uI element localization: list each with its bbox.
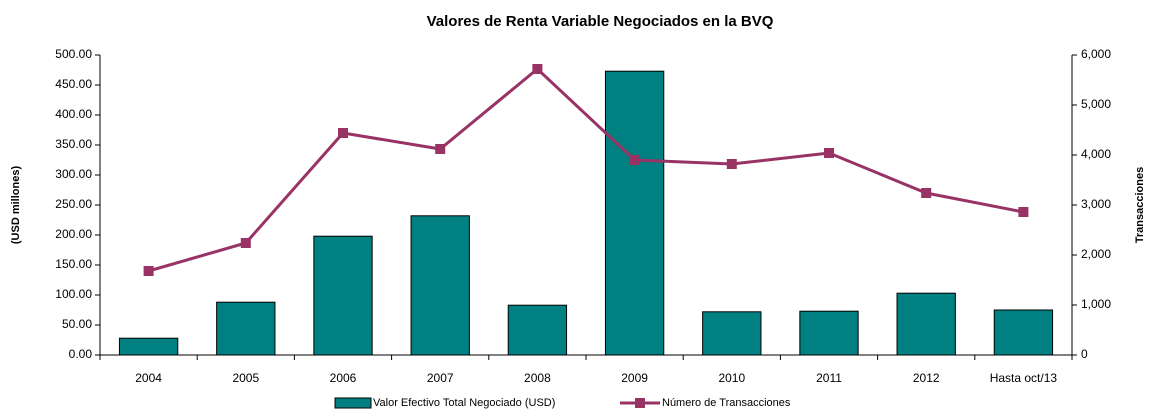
y-tick-label: 50.00 xyxy=(62,317,92,331)
bar xyxy=(604,70,665,356)
marker xyxy=(1018,207,1029,217)
marker xyxy=(435,144,446,154)
y-tick-label: 400.00 xyxy=(55,107,92,121)
y-tick-label: 500.00 xyxy=(55,47,92,61)
x-tick-label: 2012 xyxy=(913,371,940,385)
x-tick-label: 2010 xyxy=(718,371,745,385)
y2-tick-label: 2,000 xyxy=(1081,247,1111,261)
bar xyxy=(993,309,1054,356)
y2-tick-label: 4,000 xyxy=(1081,147,1111,161)
marker xyxy=(532,64,543,74)
x-tick-label: 2011 xyxy=(816,371,842,385)
marker xyxy=(240,238,251,248)
x-tick-label: 2007 xyxy=(427,371,454,385)
bar xyxy=(507,304,568,356)
y-tick-label: 100.00 xyxy=(55,287,92,301)
bar xyxy=(410,215,470,356)
marker xyxy=(143,266,154,276)
y2-tick-label: 3,000 xyxy=(1081,197,1111,211)
bar xyxy=(313,235,373,356)
chart-title: Valores de Renta Variable Negociados en … xyxy=(427,13,774,30)
y-tick-label: 200.00 xyxy=(55,227,92,241)
x-tick-label: 2005 xyxy=(232,371,259,385)
bar xyxy=(799,310,859,356)
bar xyxy=(118,337,179,356)
legend-label: Valor Efectivo Total Negociado (USD) xyxy=(373,397,555,409)
marker xyxy=(824,148,834,158)
y-tick-label: 450.00 xyxy=(55,77,92,91)
x-tick-label: 2004 xyxy=(135,371,162,385)
y-tick-label: 250.00 xyxy=(55,197,92,211)
marker xyxy=(726,159,737,169)
bar xyxy=(216,301,276,356)
y-tick-label: 300.00 xyxy=(55,167,92,181)
x-tick-label: Hasta oct/13 xyxy=(990,371,1058,385)
y-tick-label: 150.00 xyxy=(55,257,92,271)
y2-tick-label: 1,000 xyxy=(1081,297,1111,311)
marker xyxy=(921,188,932,198)
marker xyxy=(629,155,640,165)
x-tick-label: 2006 xyxy=(330,371,357,385)
legend-swatch xyxy=(635,398,645,408)
y2-tick-label: 5,000 xyxy=(1081,97,1111,111)
marker xyxy=(338,128,348,138)
y-tick-label: 350.00 xyxy=(55,137,92,151)
x-tick-label: 2009 xyxy=(621,371,648,385)
legend-label: Número de Transacciones xyxy=(662,397,791,409)
x-tick-label: 2008 xyxy=(524,371,551,385)
y-tick-label: 0.00 xyxy=(69,347,93,361)
bar xyxy=(702,311,762,356)
bar xyxy=(896,292,956,356)
y-axis-label: (USD millones) xyxy=(10,166,22,245)
legend-swatch xyxy=(334,397,372,409)
y2-tick-label: 0 xyxy=(1081,347,1088,361)
line xyxy=(148,67,1024,273)
y2-tick-label: 6,000 xyxy=(1081,47,1111,61)
y2-axis-label: Transacciones xyxy=(1134,167,1146,243)
